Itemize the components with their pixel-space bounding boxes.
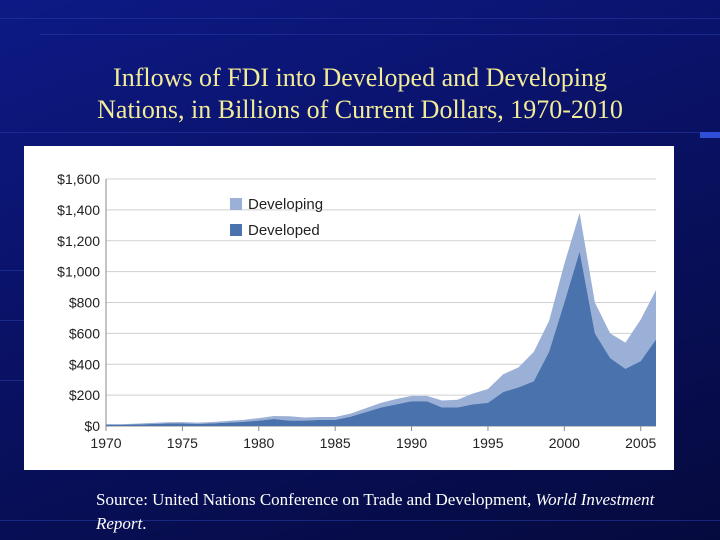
x-tick-label: 1970	[90, 435, 121, 451]
x-tick-label: 1985	[320, 435, 351, 451]
y-axis: $0 $200 $400 $600 $800 $1,000 $1,200 $1,400 $1,6…	[57, 171, 107, 434]
source-suffix: .	[142, 514, 147, 533]
chart-panel: $0 $200 $400 $600 $800 $1,000 $1,200 $1,400 $1,6…	[24, 146, 674, 470]
x-tick-label: 1980	[243, 435, 274, 451]
area-series	[106, 212, 656, 426]
x-tick-label: 1975	[167, 435, 198, 451]
slide-title: Inflows of FDI into Developed and Develo…	[0, 62, 720, 126]
y-tick-label: $200	[69, 387, 100, 403]
series-area-developing	[106, 212, 656, 425]
source-prefix: Source: United Nations Conference on Tra…	[96, 490, 536, 509]
legend-label: Developing	[248, 196, 323, 213]
legend-swatch	[230, 224, 242, 236]
source-report-name: World Investment Report	[96, 490, 655, 533]
legend-swatch	[230, 198, 242, 210]
legend-label: Developed	[248, 222, 320, 239]
x-tick-label: 1995	[472, 435, 503, 451]
source-note: Source: United Nations Conference on Tra…	[96, 488, 696, 536]
x-tick-label: 2000	[549, 435, 580, 451]
y-tick-label: $400	[69, 356, 100, 372]
y-tick-label: $1,400	[57, 202, 100, 218]
x-tick-label: 2005	[625, 435, 656, 451]
series-area-developed	[106, 251, 656, 426]
fdi-area-chart: $0 $200 $400 $600 $800 $1,000 $1,200 $1,400 $1,6…	[57, 171, 657, 451]
title-line-2: Nations, in Billions of Current Dollars,…	[97, 95, 623, 124]
legend: Developing Developed	[230, 196, 323, 239]
y-tick-label: $1,000	[57, 264, 100, 280]
title-line-1: Inflows of FDI into Developed and Develo…	[113, 63, 607, 92]
y-tick-label: $1,200	[57, 233, 100, 249]
y-tick-label: $0	[84, 418, 100, 434]
x-axis: 1970 1975 1980 1985 1990 1995 2000 2005	[90, 426, 657, 451]
x-tick-label: 1990	[396, 435, 427, 451]
y-tick-label: $1,600	[57, 171, 100, 187]
y-tick-label: $800	[69, 295, 100, 311]
y-tick-label: $600	[69, 325, 100, 341]
